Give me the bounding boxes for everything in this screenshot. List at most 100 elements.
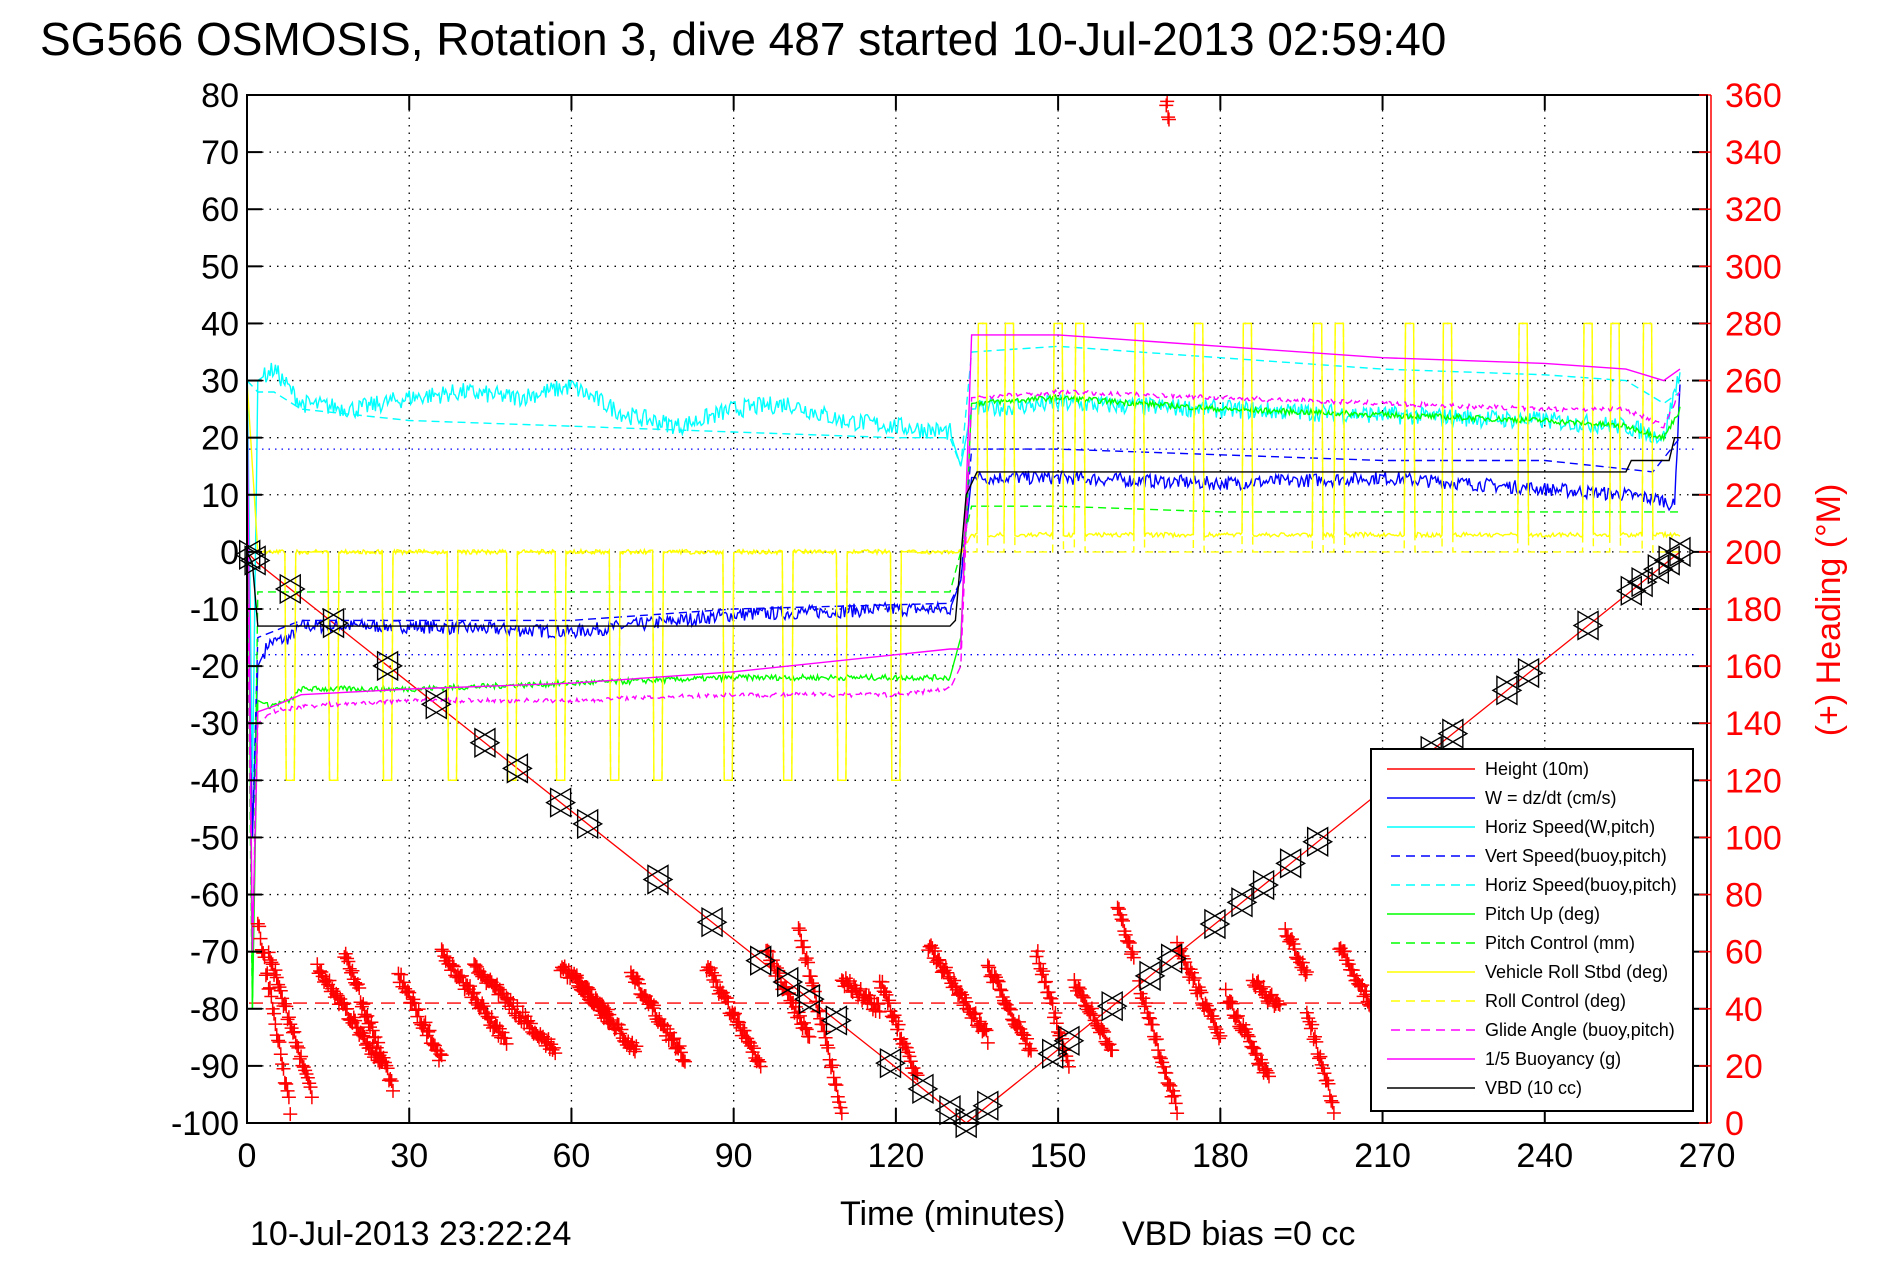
heading-marker bbox=[273, 983, 288, 998]
y-tick-label-right: 180 bbox=[1725, 591, 1782, 629]
heading-marker bbox=[304, 1090, 319, 1105]
heading-marker bbox=[1170, 1106, 1185, 1121]
heading-marker bbox=[322, 973, 337, 988]
heading-marker bbox=[721, 994, 736, 1009]
series-vehicle-roll-stbd-deg bbox=[246, 322, 1681, 781]
heading-marker bbox=[261, 981, 276, 996]
heading-marker bbox=[826, 1070, 841, 1085]
legend-label: Pitch Up (deg) bbox=[1485, 904, 1600, 924]
heading-marker bbox=[979, 1023, 994, 1038]
heading-marker bbox=[887, 1008, 902, 1023]
heading-marker bbox=[277, 996, 292, 1011]
heading-marker bbox=[879, 987, 894, 1002]
heading-marker bbox=[746, 1041, 761, 1056]
heading-marker bbox=[446, 959, 461, 974]
heading-marker bbox=[909, 1066, 924, 1081]
x-tick-label: 120 bbox=[868, 1137, 925, 1175]
heading-marker bbox=[1260, 1065, 1275, 1080]
x-tick-label: 90 bbox=[715, 1137, 753, 1175]
heading-marker bbox=[298, 1063, 313, 1078]
legend-label: 1/5 Buoyancy (g) bbox=[1485, 1049, 1621, 1069]
heading-marker bbox=[1034, 967, 1049, 982]
heading-marker bbox=[1097, 1024, 1112, 1039]
height-marker bbox=[1134, 960, 1166, 992]
x-tick-label: 210 bbox=[1354, 1137, 1411, 1175]
heading-marker bbox=[273, 1047, 288, 1062]
heading-marker bbox=[476, 999, 491, 1014]
heading-marker bbox=[264, 989, 279, 1004]
heading-marker bbox=[1209, 1022, 1224, 1037]
height-marker bbox=[274, 573, 306, 605]
y-tick-label-right: 260 bbox=[1725, 363, 1782, 401]
y-tick-label-right: 40 bbox=[1725, 991, 1763, 1029]
heading-marker bbox=[598, 1004, 613, 1019]
heading-marker bbox=[277, 1075, 292, 1090]
heading-marker bbox=[380, 1061, 395, 1076]
height-marker bbox=[772, 966, 804, 998]
heading-marker bbox=[994, 983, 1009, 998]
heading-marker bbox=[868, 1004, 883, 1019]
heading-marker bbox=[1194, 985, 1209, 1000]
heading-marker bbox=[341, 954, 356, 969]
series-layer bbox=[246, 322, 1681, 1124]
y-axis-label-right: (+) Heading (°M) bbox=[1810, 484, 1848, 737]
heading-marker bbox=[350, 977, 365, 992]
heading-marker bbox=[1114, 912, 1129, 927]
heading-marker bbox=[947, 973, 962, 988]
heading-marker bbox=[1071, 980, 1086, 995]
heading-marker bbox=[1245, 1040, 1260, 1055]
heading-marker bbox=[1147, 1029, 1162, 1044]
y-tick-label: 40 bbox=[201, 305, 239, 343]
heading-marker bbox=[272, 980, 287, 995]
heading-marker bbox=[1030, 944, 1045, 959]
x-tick-label: 180 bbox=[1192, 1137, 1249, 1175]
heading-marker bbox=[959, 994, 974, 1009]
heading-marker bbox=[824, 1060, 838, 1075]
y-tick-label-right: 200 bbox=[1725, 534, 1782, 572]
height-marker bbox=[1626, 566, 1658, 598]
heading-marker bbox=[418, 1015, 433, 1030]
heading-marker bbox=[798, 1020, 813, 1035]
heading-marker bbox=[1051, 1025, 1066, 1040]
heading-marker bbox=[751, 1052, 765, 1067]
heading-marker bbox=[980, 958, 995, 973]
heading-marker bbox=[410, 1009, 425, 1024]
y-tick-label: -30 bbox=[190, 705, 239, 743]
heading-marker bbox=[819, 1038, 834, 1053]
heading-marker bbox=[968, 1006, 983, 1021]
heading-marker bbox=[1202, 1002, 1217, 1017]
heading-marker bbox=[861, 988, 876, 1003]
heading-marker bbox=[614, 1022, 629, 1037]
heading-marker bbox=[791, 921, 806, 936]
series-pitch-control-mm bbox=[246, 505, 1680, 1009]
heading-marker bbox=[383, 1072, 398, 1087]
y-tick-label-right: 240 bbox=[1725, 420, 1782, 458]
heading-marker bbox=[955, 987, 970, 1002]
y-tick-label-right: 20 bbox=[1725, 1048, 1763, 1086]
heading-marker bbox=[1116, 913, 1130, 928]
heading-marker bbox=[876, 984, 891, 999]
y-tick-label: -10 bbox=[190, 591, 239, 629]
heading-marker bbox=[817, 1024, 832, 1039]
heading-marker bbox=[356, 997, 371, 1012]
heading-marker bbox=[545, 1042, 560, 1057]
heading-marker bbox=[707, 968, 722, 983]
heading-marker bbox=[345, 963, 360, 978]
heading-marker bbox=[799, 1022, 814, 1037]
heading-marker bbox=[445, 958, 460, 973]
heading-marker bbox=[1225, 996, 1240, 1011]
heading-marker bbox=[667, 1031, 682, 1046]
heading-marker bbox=[1159, 98, 1174, 113]
heading-marker bbox=[1205, 1008, 1220, 1023]
heading-marker bbox=[1309, 1034, 1324, 1049]
heading-marker bbox=[1270, 993, 1285, 1008]
heading-marker bbox=[1206, 1011, 1221, 1026]
heading-marker bbox=[1207, 1019, 1222, 1034]
series-1-5-buoyancy-g bbox=[246, 334, 1681, 952]
heading-marker bbox=[657, 1018, 672, 1033]
heading-marker bbox=[1305, 1017, 1320, 1032]
heading-marker bbox=[1156, 1059, 1171, 1074]
series-glide-angle-buoy-pitch bbox=[246, 388, 1681, 952]
heading-marker bbox=[394, 967, 409, 982]
heading-marker bbox=[569, 968, 584, 983]
